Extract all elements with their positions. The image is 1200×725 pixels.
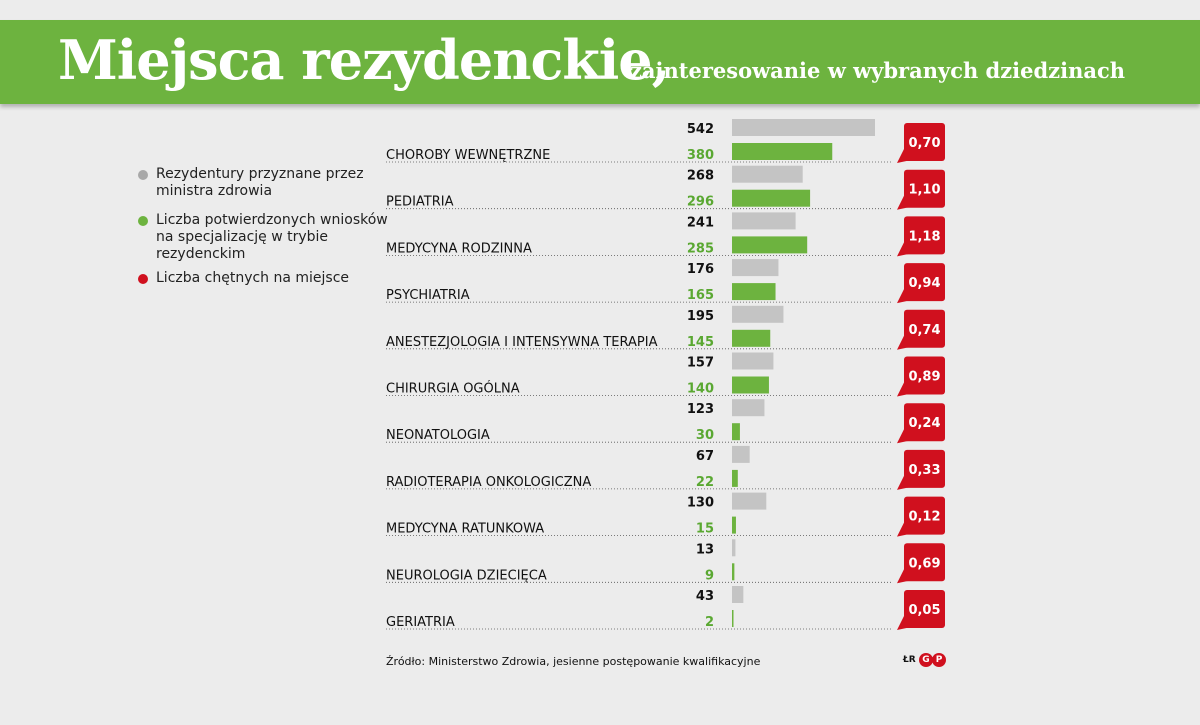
ratio-box bbox=[904, 123, 945, 161]
category-label: CHOROBY WEWNĘTRZNE bbox=[386, 148, 550, 163]
value-granted: 268 bbox=[687, 169, 714, 184]
value-granted: 67 bbox=[696, 449, 714, 464]
ratio-value: 0,05 bbox=[908, 603, 940, 618]
ratio-value: 0,74 bbox=[908, 323, 940, 338]
logo-text: ŁR bbox=[903, 655, 916, 665]
category-label: PEDIATRIA bbox=[386, 195, 454, 210]
legend-dot-green bbox=[138, 216, 148, 226]
value-granted: 43 bbox=[696, 589, 714, 604]
bar-granted bbox=[732, 445, 750, 463]
category-label: ANESTEZJOLOGIA I INTENSYWNA TERAPIA bbox=[386, 335, 658, 350]
bar-granted bbox=[732, 352, 774, 370]
legend-label: Liczba chętnych na miejsce bbox=[156, 270, 350, 286]
category-label: CHIRURGIA OGÓLNA bbox=[386, 381, 520, 397]
bar-applications bbox=[732, 610, 734, 627]
ratio-box bbox=[904, 449, 945, 488]
value-granted: 130 bbox=[687, 496, 714, 511]
value-applications: 22 bbox=[696, 475, 714, 490]
value-applications: 30 bbox=[696, 428, 714, 443]
value-granted: 13 bbox=[696, 542, 714, 557]
ratio-box bbox=[904, 356, 945, 395]
value-applications: 285 bbox=[687, 241, 714, 256]
ratio-box bbox=[904, 309, 945, 348]
value-applications: 380 bbox=[687, 148, 714, 163]
page-title: Miejsca rezydenckie, bbox=[58, 28, 670, 92]
bar-granted bbox=[732, 305, 784, 323]
legend-label: Liczba potwierdzonych wniosków na specja… bbox=[156, 212, 388, 262]
bar-applications bbox=[732, 563, 735, 581]
bar-applications bbox=[732, 516, 736, 534]
page-subtitle: zainteresowanie w wybranych dziedzinach bbox=[630, 58, 1126, 83]
value-granted: 241 bbox=[687, 215, 714, 230]
ratio-box bbox=[904, 496, 945, 535]
value-applications: 296 bbox=[687, 195, 714, 210]
category-label: GERIATRIA bbox=[386, 615, 455, 630]
ratio-value: 0,33 bbox=[908, 463, 940, 478]
legend-label: Rezydentury przyznane przez ministra zdr… bbox=[156, 166, 364, 199]
ratio-value: 0,70 bbox=[908, 136, 940, 151]
category-label: NEONATOLOGIA bbox=[386, 428, 490, 443]
bar-applications bbox=[732, 236, 808, 254]
bar-granted bbox=[732, 586, 744, 603]
bar-granted bbox=[732, 165, 803, 183]
category-label: MEDYCYNA RODZINNA bbox=[386, 241, 532, 256]
value-granted: 176 bbox=[687, 262, 714, 277]
ratio-box bbox=[904, 263, 945, 302]
bar-granted bbox=[732, 539, 736, 557]
value-granted: 542 bbox=[687, 122, 714, 137]
bar-applications bbox=[732, 329, 771, 347]
category-label: PSYCHIATRIA bbox=[386, 288, 470, 303]
category-label: RADIOTERAPIA ONKOLOGICZNA bbox=[386, 475, 591, 490]
bar-applications bbox=[732, 283, 776, 301]
ratio-box bbox=[904, 169, 945, 208]
bar-applications bbox=[732, 376, 769, 394]
bar-applications bbox=[732, 423, 740, 441]
category-label: MEDYCYNA RATUNKOWA bbox=[386, 522, 544, 537]
ratio-value: 0,24 bbox=[908, 416, 940, 431]
value-granted: 123 bbox=[687, 402, 714, 417]
category-label: NEUROLOGIA DZIECIĘCA bbox=[386, 568, 547, 583]
bar-applications bbox=[732, 143, 833, 160]
bar-granted bbox=[732, 119, 875, 136]
ratio-value: 0,89 bbox=[908, 370, 940, 385]
bar-applications bbox=[732, 469, 738, 487]
legend-dot-gray bbox=[138, 170, 148, 180]
ratio-box bbox=[904, 543, 945, 582]
ratio-box bbox=[904, 403, 945, 442]
ratio-value: 1,10 bbox=[908, 183, 940, 198]
bar-applications bbox=[732, 189, 811, 207]
value-applications: 145 bbox=[687, 335, 714, 350]
legend-dot-red bbox=[138, 274, 148, 284]
ratio-value: 0,69 bbox=[908, 556, 940, 571]
value-granted: 195 bbox=[687, 309, 714, 324]
logo-circle-g: G bbox=[919, 653, 933, 667]
bar-granted bbox=[732, 259, 779, 277]
value-applications: 2 bbox=[705, 615, 714, 630]
source-note: Źródło: Ministerstwo Zdrowia, jesienne p… bbox=[386, 655, 761, 668]
ratio-value: 0,12 bbox=[908, 510, 940, 525]
ratio-value: 0,94 bbox=[908, 276, 940, 291]
logo-circle-p: P bbox=[932, 653, 946, 667]
ratio-value: 1,18 bbox=[908, 229, 940, 244]
ratio-box bbox=[904, 590, 945, 628]
bar-granted bbox=[732, 212, 796, 230]
bar-granted bbox=[732, 492, 767, 510]
bar-granted bbox=[732, 399, 765, 417]
value-applications: 9 bbox=[705, 568, 714, 583]
value-granted: 157 bbox=[687, 356, 714, 371]
value-applications: 15 bbox=[696, 522, 714, 537]
value-applications: 165 bbox=[687, 288, 714, 303]
ratio-box bbox=[904, 216, 945, 255]
header-banner: Miejsca rezydenckie, zainteresowanie w w… bbox=[0, 20, 1200, 104]
value-applications: 140 bbox=[687, 382, 714, 397]
